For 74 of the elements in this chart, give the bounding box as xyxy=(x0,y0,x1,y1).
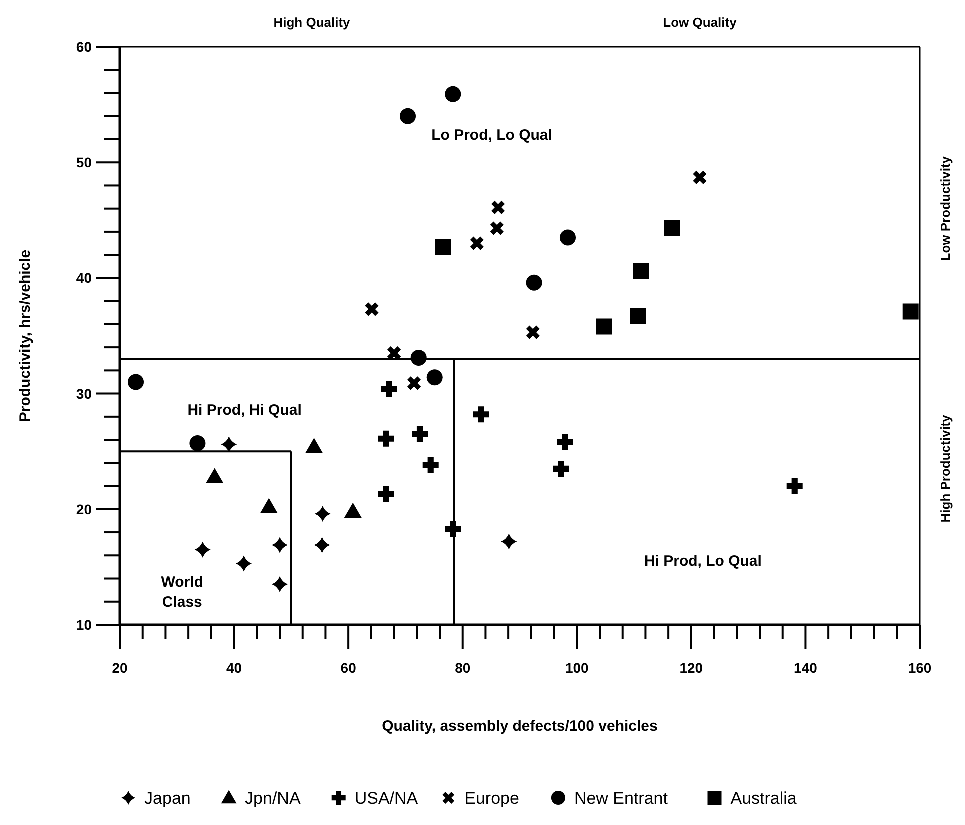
point xyxy=(473,406,490,423)
annotation: World Class xyxy=(161,574,204,612)
annotation: Lo Prod, Lo Qual xyxy=(432,126,552,144)
point xyxy=(206,468,224,484)
point xyxy=(272,537,288,554)
point xyxy=(490,222,504,236)
point xyxy=(407,376,422,390)
point xyxy=(786,478,803,494)
text: High Productivity xyxy=(938,414,953,523)
legend-label: USA/NA xyxy=(354,789,419,808)
x-axis-title: Quality, assembly defects/100 vehicles xyxy=(382,718,658,735)
x-tick-label: 120 xyxy=(680,660,704,676)
point xyxy=(400,108,416,124)
point xyxy=(491,200,506,214)
point xyxy=(435,238,452,255)
text: Low Quality xyxy=(663,15,738,30)
point xyxy=(445,86,462,102)
point xyxy=(470,236,484,250)
point xyxy=(378,430,394,447)
legend-label: New Entrant xyxy=(574,789,668,808)
point xyxy=(596,318,612,335)
legend-label: Australia xyxy=(730,789,798,808)
point xyxy=(410,350,427,366)
point xyxy=(190,436,206,452)
y-tick-label: 60 xyxy=(76,39,92,55)
point xyxy=(314,537,330,554)
legend-label: Japan xyxy=(144,789,191,808)
point xyxy=(412,426,428,442)
text: Low Productivity xyxy=(938,156,953,262)
y-tick-label: 10 xyxy=(76,617,92,633)
point xyxy=(693,170,707,184)
point xyxy=(557,434,574,450)
point xyxy=(630,308,646,324)
y-tick-label: 50 xyxy=(76,154,92,171)
point xyxy=(553,460,570,477)
point xyxy=(272,576,288,593)
point xyxy=(381,381,398,398)
point xyxy=(365,302,379,316)
point xyxy=(194,542,211,558)
x-tick-label: 60 xyxy=(340,660,357,676)
point xyxy=(387,346,402,360)
point xyxy=(501,534,518,550)
y-tick-label: 40 xyxy=(76,270,92,286)
y-tick-label: 30 xyxy=(76,386,92,402)
point xyxy=(236,556,252,572)
text: High Quality xyxy=(274,15,352,30)
point xyxy=(526,274,542,291)
point xyxy=(344,502,362,518)
point xyxy=(128,374,144,390)
point xyxy=(260,498,278,514)
point xyxy=(526,326,540,340)
point xyxy=(221,436,238,453)
annotation: Hi Prod, Hi Qual xyxy=(188,402,302,419)
point xyxy=(314,506,331,522)
point xyxy=(445,521,462,538)
point xyxy=(422,457,439,474)
point xyxy=(426,370,443,386)
point xyxy=(902,304,919,320)
x-tick-label: 160 xyxy=(908,660,932,676)
x-tick-label: 100 xyxy=(565,660,590,676)
legend-label: Europe xyxy=(464,789,520,808)
point xyxy=(560,230,576,246)
point xyxy=(664,220,680,236)
x-tick-label: 140 xyxy=(794,660,818,676)
y-tick-label: 20 xyxy=(76,501,92,518)
y-axis-title: Productivity, hrs/vehicle xyxy=(17,250,34,422)
x-tick-label: 40 xyxy=(226,660,242,676)
point xyxy=(378,486,394,502)
legend-label: Jpn/NA xyxy=(245,789,302,808)
x-tick-label: 20 xyxy=(112,660,128,676)
annotation: Hi Prod, Lo Qual xyxy=(644,552,762,570)
point xyxy=(633,263,650,280)
point xyxy=(305,438,324,454)
x-tick-label: 80 xyxy=(455,660,471,676)
